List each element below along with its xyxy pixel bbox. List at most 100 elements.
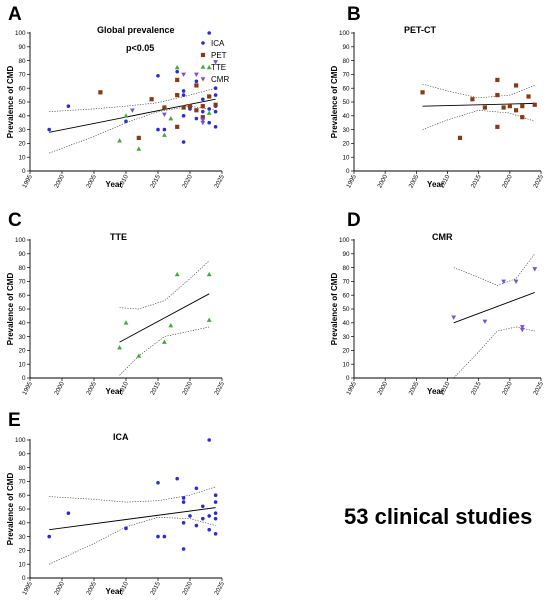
data-point-cmr bbox=[501, 279, 506, 284]
data-point-pet bbox=[507, 104, 512, 109]
regression-line bbox=[49, 98, 216, 133]
x-tick-label: 1995 bbox=[345, 380, 358, 396]
x-axis-label: Year bbox=[427, 387, 444, 396]
y-tick-label: 50 bbox=[342, 99, 350, 106]
data-point-ica bbox=[213, 516, 218, 521]
y-tick-label: 100 bbox=[15, 237, 26, 244]
panel-letter: D bbox=[347, 210, 361, 231]
y-tick-label: 50 bbox=[18, 99, 26, 106]
ci-lower-curve bbox=[453, 326, 535, 379]
x-axis-label: Year bbox=[427, 180, 444, 189]
y-tick-label: 40 bbox=[18, 320, 26, 327]
panel-a: A Global prevalence 0 10 20 30 40 50 60 70 80 90 100… bbox=[6, 4, 229, 189]
data-point-ica bbox=[213, 93, 218, 97]
data-point-cmr bbox=[181, 72, 186, 77]
data-point-ica bbox=[156, 480, 160, 485]
data-point-cmr bbox=[451, 315, 457, 320]
data-point-tte bbox=[136, 353, 142, 358]
y-tick-label: 50 bbox=[18, 506, 26, 513]
data-point-ica bbox=[156, 127, 160, 132]
data-point-ica bbox=[194, 79, 199, 84]
data-point-ica bbox=[207, 107, 211, 111]
y-tick-label: 30 bbox=[18, 334, 26, 341]
x-tick-label: 2025 bbox=[213, 380, 226, 396]
x-tick-label: 2020 bbox=[501, 380, 514, 396]
x-tick-label: 1995 bbox=[21, 380, 34, 396]
data-point-ica bbox=[124, 119, 128, 124]
x-tick-label: 2025 bbox=[532, 380, 545, 396]
x-tick-label: 2005 bbox=[85, 173, 98, 189]
data-point-pet bbox=[98, 90, 103, 95]
y-tick-label: 30 bbox=[342, 127, 350, 134]
legend-label-ica: ICA bbox=[211, 39, 225, 48]
y-tick-label: 70 bbox=[18, 72, 26, 79]
y-tick-label: 10 bbox=[18, 561, 26, 568]
data-point-pet bbox=[181, 105, 186, 110]
data-point-ica bbox=[201, 109, 205, 114]
y-tick-label: 90 bbox=[18, 251, 26, 258]
data-point-pet bbox=[520, 115, 525, 120]
ci-upper-curve bbox=[49, 486, 216, 503]
data-point-tte bbox=[123, 320, 129, 325]
x-tick-label: 2015 bbox=[470, 380, 483, 396]
panel-c: C TTE 0 10 20 30 40 50 60 70 80 90 100 1995 2000 2005 20… bbox=[6, 210, 226, 396]
ci-lower-curve bbox=[422, 109, 535, 130]
y-tick-label: 50 bbox=[18, 306, 26, 313]
data-point-ica bbox=[207, 31, 211, 35]
data-point-ica bbox=[181, 547, 186, 551]
data-point-tte bbox=[206, 317, 212, 322]
y-tick-label: 30 bbox=[342, 334, 350, 341]
data-point-pet bbox=[200, 104, 205, 109]
data-point-tte bbox=[136, 146, 142, 151]
x-axis-label: Year bbox=[106, 180, 123, 189]
data-point-pet bbox=[194, 83, 199, 88]
data-point-pet bbox=[513, 108, 519, 113]
data-point-tte bbox=[168, 322, 174, 328]
data-point-ica bbox=[181, 500, 186, 504]
data-point-pet bbox=[513, 83, 519, 88]
data-point-tte bbox=[117, 138, 122, 143]
ci-upper-curve bbox=[422, 83, 535, 99]
y-tick-label: 90 bbox=[342, 251, 350, 258]
x-tick-label: 2015 bbox=[149, 580, 162, 596]
data-point-cmr bbox=[162, 112, 167, 118]
data-point-tte bbox=[206, 64, 212, 70]
data-point-ica bbox=[124, 526, 128, 531]
panel-letter: A bbox=[8, 4, 22, 25]
data-point-pet bbox=[495, 77, 500, 83]
ci-lower-curve bbox=[49, 516, 216, 565]
y-tick-label: 60 bbox=[342, 292, 350, 299]
y-tick-label: 70 bbox=[18, 479, 26, 486]
data-point-cmr bbox=[519, 327, 525, 333]
data-point-tte bbox=[174, 64, 180, 70]
y-tick-label: 80 bbox=[18, 465, 26, 472]
ci-upper-curve bbox=[453, 253, 536, 286]
data-point-pet bbox=[149, 97, 154, 102]
data-point-ica bbox=[181, 521, 186, 525]
data-point-pet bbox=[194, 108, 199, 113]
x-tick-label: 2005 bbox=[408, 173, 421, 189]
x-tick-label: 1995 bbox=[21, 580, 34, 596]
y-tick-label: 80 bbox=[342, 58, 350, 65]
y-tick-label: 90 bbox=[18, 44, 26, 51]
y-tick-label: 80 bbox=[342, 265, 350, 272]
chart-title: CMR bbox=[432, 232, 453, 242]
y-tick-label: 70 bbox=[342, 72, 350, 79]
y-tick-label: 80 bbox=[18, 265, 26, 272]
x-tick-label: 2005 bbox=[85, 580, 98, 596]
y-tick-label: 20 bbox=[342, 348, 350, 355]
data-point-ica bbox=[188, 514, 192, 518]
x-axis-label: Year bbox=[106, 387, 123, 396]
panel-b: B PET-CT 0 10 20 30 40 50 60 70 80 90 100 1995 2000 200… bbox=[330, 4, 545, 189]
data-point-ica bbox=[181, 140, 186, 144]
ci-upper-curve bbox=[119, 260, 210, 310]
data-point-ica bbox=[207, 120, 211, 125]
data-point-cmr bbox=[482, 319, 488, 325]
y-tick-label: 10 bbox=[342, 154, 350, 161]
y-tick-label: 100 bbox=[339, 237, 350, 244]
data-point-pet bbox=[457, 135, 463, 140]
y-tick-label: 100 bbox=[15, 30, 26, 37]
x-tick-label: 2015 bbox=[149, 173, 162, 189]
data-point-tte bbox=[168, 115, 174, 121]
